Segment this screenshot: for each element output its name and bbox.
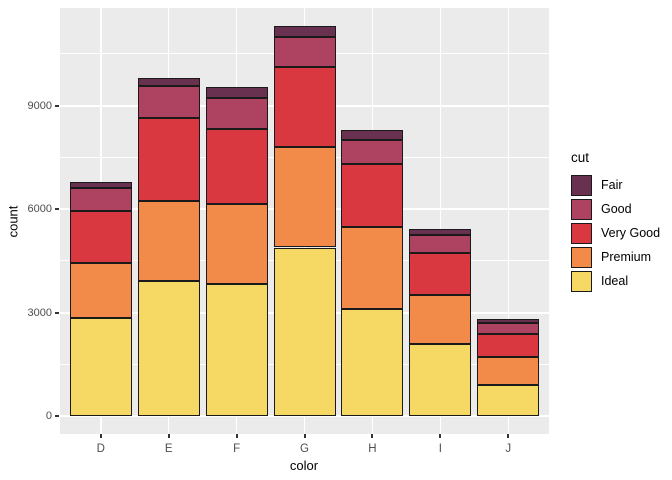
bar-segment-F-very-good [205,128,268,204]
legend-label: Premium [601,250,652,264]
x-tick-mark [507,434,510,438]
bar-segment-F-premium [205,203,268,284]
y-tick-label: 6000 [27,203,52,215]
bar-segment-F-ideal [205,284,268,416]
y-axis-title: count [5,205,21,238]
bar-segment-E-fair [137,78,200,86]
plot-panel [60,8,549,434]
x-tick-label: I [438,443,442,455]
bar-segment-E-good [137,85,200,118]
x-tick-label: F [233,443,241,455]
legend-key-ideal [571,271,592,292]
bar-segment-D-fair [69,182,132,188]
x-tick-mark [371,434,374,438]
y-tick-mark [55,311,59,314]
bar-segment-I-ideal [409,343,472,416]
y-tick-mark [55,415,59,417]
bar-segment-H-very-good [341,164,404,228]
legend-key-very-good [571,223,592,244]
x-tick-mark [439,434,442,438]
bar-segment-H-fair [341,129,404,140]
legend-label: Ideal [601,274,629,288]
bar-segment-D-premium [69,262,132,319]
bar-segment-G-very-good [273,67,336,147]
x-tick-mark [167,434,170,438]
x-tick-label: J [505,443,512,455]
bar-segment-F-good [205,97,268,129]
bar-segment-E-ideal [137,281,200,416]
x-tick-mark [99,434,102,438]
y-tick-mark [55,104,59,107]
x-tick-mark [303,434,306,438]
bar-segment-G-premium [273,146,336,248]
bar-segment-E-premium [137,200,200,282]
x-tick-mark [235,434,238,438]
legend-title: cut [571,150,590,165]
bar-segment-G-fair [273,26,336,38]
bar-segment-H-good [341,139,404,165]
bar-segment-I-fair [409,228,472,235]
legend-key-fair [571,175,592,196]
bar-segment-I-good [409,234,472,253]
legend-label: Fair [601,178,623,192]
major-gridline-vertical [439,8,442,434]
legend: cut Fair Good Very Good Premium Ideal [560,150,672,330]
y-tick-label: 0 [45,410,52,422]
bar-segment-E-very-good [137,117,200,201]
bar-segment-J-fair [477,319,540,324]
x-tick-label: H [368,443,377,455]
x-axis-title: color [289,458,319,473]
legend-label: Good [601,202,632,216]
y-tick-label: 3000 [27,306,52,319]
legend-key-good [571,199,592,220]
y-tick-mark [55,208,59,210]
bar-segment-G-ideal [273,247,336,416]
bar-segment-G-good [273,37,336,68]
legend-key-premium [571,247,592,268]
bar-segment-J-ideal [477,385,540,416]
y-tick-label: 9000 [27,99,52,112]
x-tick-label: E [164,443,173,455]
bar-segment-F-fair [205,86,268,98]
bar-segment-J-very-good [477,333,540,358]
bar-segment-D-good [69,187,132,211]
bar-segment-H-ideal [341,308,404,416]
major-gridline-vertical [507,8,509,434]
bar-segment-I-very-good [409,252,472,295]
bar-segment-J-good [477,323,540,334]
x-tick-label: G [300,443,309,455]
legend-label: Very Good [601,226,661,240]
bar-segment-I-premium [409,294,472,344]
bar-segment-D-ideal [69,318,132,416]
x-tick-label: D [96,443,105,455]
bar-segment-J-premium [477,357,540,386]
bar-segment-H-premium [341,227,404,309]
bar-segment-D-very-good [69,210,132,263]
